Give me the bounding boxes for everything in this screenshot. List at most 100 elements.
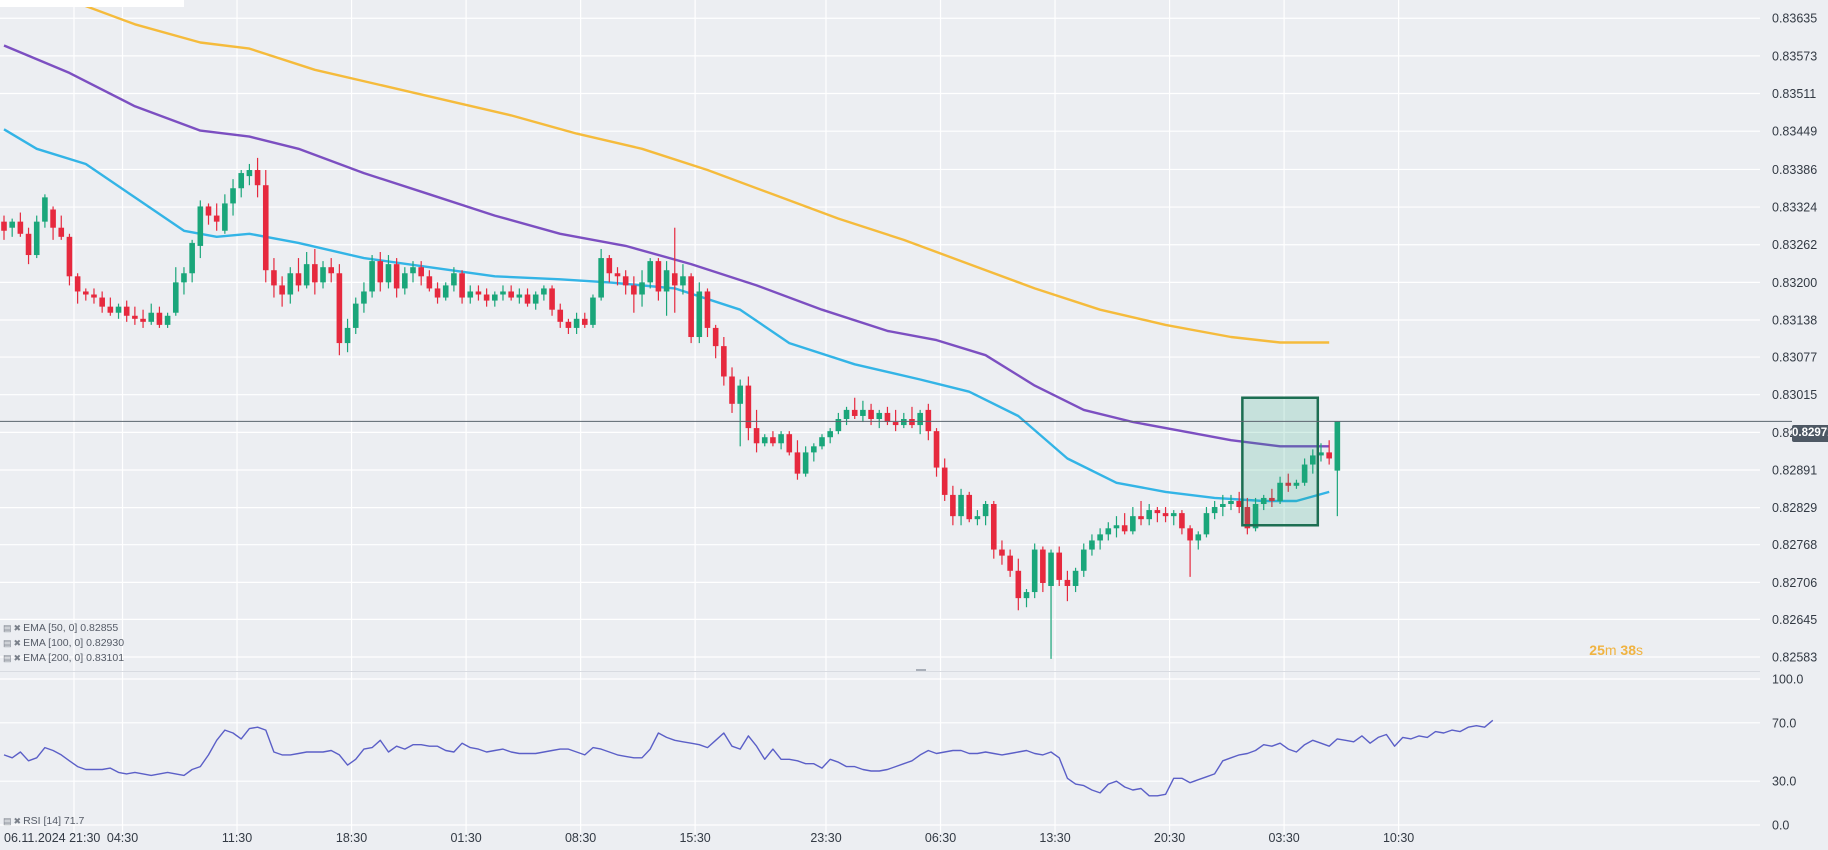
candle-body [999,549,1005,556]
close-icon[interactable]: ✖ [13,637,22,648]
price-tick-label: 0.82706 [1772,576,1817,590]
candle [312,248,318,295]
candle [761,434,768,447]
candlestick-series [1,157,1341,659]
candle [442,282,449,301]
legend-ema100: ▤ ✖ EMA [100, 0] 0.82930 [3,637,124,649]
settings-icon[interactable]: ▤ [3,622,12,633]
candle-body [1138,516,1144,520]
candle-body [418,267,424,277]
candle-body [1064,579,1071,586]
candle [1277,476,1283,505]
close-icon[interactable]: ✖ [13,815,22,826]
candle-body [434,288,441,298]
candle [238,170,245,198]
candle [958,488,964,526]
candle-body [442,285,449,298]
candle-body [172,282,179,313]
candle-body [753,428,760,444]
candle [1007,549,1013,577]
price-tick-label: 0.83077 [1772,351,1817,365]
price-tick-label: 0.83015 [1772,388,1817,402]
candle [287,267,294,304]
candle [549,285,555,316]
candle-body [606,258,613,274]
candle [1097,528,1103,550]
candle-body [140,318,146,322]
candle-body [222,203,228,231]
settings-icon[interactable]: ▤ [3,652,12,663]
candle-body [99,297,105,307]
candle-body [17,221,24,234]
candle-body [1269,497,1275,501]
pane-resize-handle[interactable] [916,669,926,671]
candle [639,270,645,307]
close-icon[interactable]: ✖ [13,622,22,633]
highlight-box[interactable] [1241,396,1320,527]
candle-body [25,233,32,256]
candle [729,367,735,413]
candle-body [1089,540,1095,550]
candle-body [33,221,40,256]
candle [434,282,441,304]
candle-body [631,285,637,295]
candle [1154,507,1161,523]
candle [500,285,506,301]
price-tick-label: 0.82583 [1772,651,1817,665]
close-icon[interactable]: ✖ [13,652,22,663]
rsi-series [3,719,1494,797]
candle [1121,513,1128,535]
legend-ema200-text: EMA [200, 0] 0.83101 [23,652,125,664]
candle [262,170,269,283]
price-axis[interactable]: 0.83635 0.83573 0.83511 0.83449 0.83386 0.833… [1772,12,1817,665]
candle-body [917,412,923,426]
candle-body [778,434,784,444]
candle [189,239,195,283]
candle [524,288,531,307]
candle-body [811,446,817,453]
candle-body [312,264,318,283]
candle-body [287,273,294,295]
candle [91,288,97,304]
settings-icon[interactable]: ▤ [3,637,12,648]
candle [901,412,907,429]
candle-body [565,321,572,328]
candle [1138,500,1144,526]
candle-body [377,261,384,283]
candle-body [1187,528,1193,541]
time-axis[interactable]: 06.11.2024 21:30 04:30 11:30 18:30 01:30 08:3… [4,831,1414,845]
candle-body [1162,513,1169,517]
countdown-minutes: 25 [1589,642,1605,658]
candle [483,288,490,307]
candle [671,227,678,313]
time-tick-label: 13:30 [1039,831,1070,845]
candle [990,500,997,559]
candle-body [794,452,801,474]
candle-body [1285,482,1292,486]
candle-body [1121,525,1128,532]
candle-body [475,291,482,295]
candle [50,206,56,240]
candle-body [982,504,989,517]
candle-body [737,385,743,404]
candle [753,409,760,453]
candle-body [1310,455,1316,465]
candle-body [639,282,645,295]
candle [1040,546,1046,593]
candle-body [843,409,850,419]
ema100-line [3,44,1330,448]
rsi-tick-label: 70.0 [1772,716,1796,730]
candle-body [1130,516,1136,532]
candle [58,215,65,240]
candle-body [1,221,7,231]
candle-body [1277,482,1283,501]
candle-body [1318,452,1324,456]
candle-body [729,376,735,404]
settings-icon[interactable]: ▤ [3,815,12,826]
candle [557,303,564,328]
candle-body [819,437,825,447]
candle-body [884,412,891,423]
candle-body [590,297,596,325]
candle-body [451,273,457,286]
